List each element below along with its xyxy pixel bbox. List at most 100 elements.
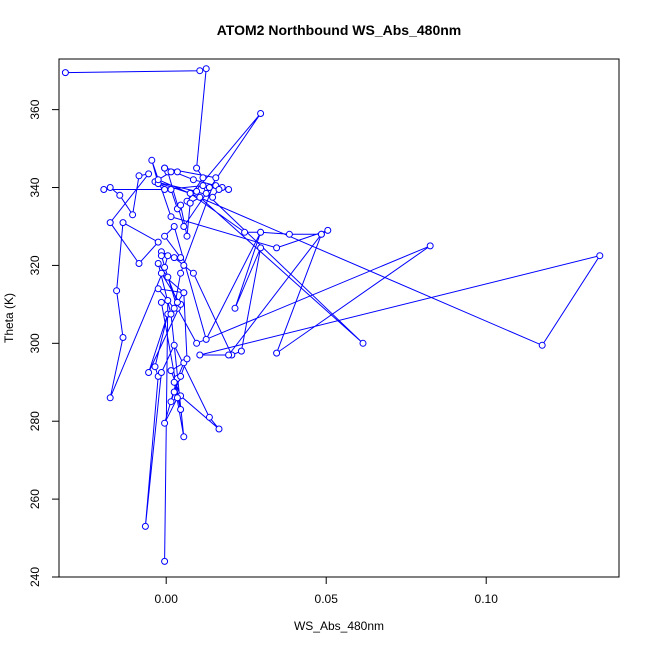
data-point (119, 219, 127, 227)
data-point (116, 191, 124, 199)
data-point (154, 260, 162, 267)
data-point (161, 557, 169, 565)
data-point (170, 341, 178, 349)
data-point (167, 213, 175, 221)
data-point (119, 334, 127, 341)
data-point (285, 230, 293, 238)
data-point (106, 184, 114, 191)
data-point (170, 254, 178, 262)
data-point (161, 164, 169, 172)
data-point (257, 110, 265, 117)
data-point (167, 367, 175, 375)
data-point (273, 244, 281, 252)
y-axis: 240 260 280 300 320 340 360 (28, 99, 60, 587)
y-tick-label: 360 (28, 99, 42, 119)
y-tick-label: 340 (28, 177, 42, 197)
chart-title: ATOM2 Northbound WS_Abs_480nm (217, 22, 462, 38)
data-point (161, 419, 169, 427)
data-point (145, 369, 153, 376)
data-point (161, 232, 169, 240)
data-point (324, 226, 332, 234)
data-point (141, 522, 149, 530)
data-point (177, 201, 185, 209)
x-axis-label: WS_Abs_480nm (294, 619, 384, 633)
data-point (167, 186, 175, 193)
data-point (177, 406, 185, 413)
data-point (164, 273, 172, 281)
data-point (186, 199, 194, 207)
data-point (215, 425, 223, 433)
x-tick-label: 0.10 (475, 592, 499, 606)
series-line (65, 67, 601, 562)
data-point (173, 298, 181, 306)
data-point (193, 187, 201, 195)
data-point (257, 228, 265, 236)
data-point (241, 228, 249, 236)
data-point (157, 369, 165, 376)
data-point (205, 413, 213, 421)
data-point (177, 372, 185, 380)
data-point (100, 186, 108, 193)
data-point (154, 176, 162, 184)
data-point (106, 394, 114, 402)
data-point (167, 168, 175, 176)
data-point (113, 287, 121, 295)
series-points (61, 65, 604, 565)
data-point (205, 184, 213, 191)
data-point (202, 65, 210, 73)
data-point (317, 230, 325, 238)
data-point (199, 182, 207, 190)
data-point (538, 341, 546, 349)
data-point (177, 254, 185, 262)
data-point (148, 156, 156, 164)
y-axis-label: Theta (K) (2, 293, 16, 343)
data-point (145, 170, 153, 178)
data-point (151, 363, 159, 371)
data-point (196, 67, 204, 75)
data-point (237, 347, 245, 355)
data-point (202, 335, 210, 343)
data-point (196, 193, 204, 201)
data-point (183, 232, 191, 240)
y-tick-label: 260 (28, 489, 42, 509)
data-point (167, 310, 175, 318)
data-point (129, 211, 137, 219)
data-point (164, 252, 172, 260)
data-point (196, 351, 204, 359)
data-point (154, 238, 162, 246)
data-point (189, 269, 197, 277)
y-tick-label: 300 (28, 333, 42, 353)
data-point (209, 193, 217, 201)
data-point (180, 289, 188, 297)
data-point (106, 219, 114, 227)
data-point (135, 260, 143, 267)
data-point (186, 189, 194, 197)
y-tick-label: 280 (28, 411, 42, 431)
data-point (170, 304, 178, 312)
data-point (170, 223, 178, 230)
data-point (180, 433, 188, 441)
data-point (225, 351, 233, 359)
data-point (157, 269, 165, 277)
data-point (170, 378, 178, 386)
data-point (359, 339, 367, 347)
x-tick-label: 0.00 (155, 592, 179, 606)
data-point (173, 394, 181, 402)
x-tick-label: 0.05 (315, 592, 339, 606)
data-point (231, 304, 239, 312)
data-point (170, 388, 178, 396)
data-point (596, 252, 604, 260)
y-tick-label: 240 (28, 567, 42, 587)
data-point (161, 186, 169, 193)
data-point (154, 285, 162, 293)
data-point (199, 174, 207, 182)
data-point (193, 164, 201, 172)
data-point (273, 349, 281, 357)
data-point (180, 261, 188, 269)
data-point (180, 223, 188, 230)
data-point (212, 174, 220, 182)
data-point (225, 186, 233, 193)
data-point (215, 186, 223, 193)
y-tick-label: 320 (28, 255, 42, 275)
data-point (135, 172, 143, 180)
